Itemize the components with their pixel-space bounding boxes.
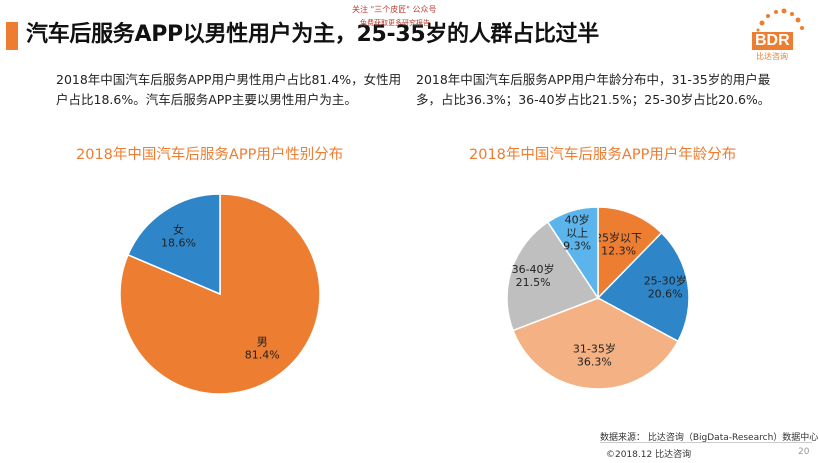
slice-value-0: 12.3% [601, 244, 636, 257]
slice-label-3-line-0: 36-40岁 [512, 262, 555, 276]
copyright: ©2018.12 比达咨询 [606, 450, 692, 460]
slice-value-3: 21.5% [516, 276, 551, 289]
slice-label-2-line-0: 31-35岁 [573, 341, 616, 355]
logo-dots-icon [756, 8, 804, 32]
watermark-line-2: 免费获取更多研究报告 [360, 19, 430, 27]
slice-label-1-line-0: 女 [173, 222, 184, 236]
page-title: 汽车后服务APP以男性用户为主，25-35岁的人群占比过半 [26, 22, 599, 47]
pie-slice-4 [546, 206, 599, 301]
slice-label-0-line-0: 25岁以下 [595, 230, 642, 244]
slice-value-4: 9.3% [563, 239, 591, 252]
data-source: 数据来源： 比达咨询（BigData-Research）数据中心 [600, 433, 819, 443]
slice-value-2: 36.3% [577, 355, 612, 368]
pie-slice-1 [596, 231, 690, 343]
logo-text: BDR [752, 32, 793, 50]
page-number: 20 [798, 447, 810, 457]
age-chart-title: 2018年中国汽车后服务APP用户年龄分布 [469, 147, 737, 163]
gender-pie-chart: 男81.4% 女18.6% [119, 193, 321, 395]
pie-slice-0 [597, 206, 663, 300]
slice-value-1: 20.6% [648, 288, 683, 301]
bdr-logo: BDR 比达咨询 [746, 6, 810, 62]
slice-label-1-line-0: 25-30岁 [644, 274, 687, 288]
pie-slice-3 [506, 221, 600, 332]
footer-divider [600, 442, 812, 443]
slice-label-0-line-0: 男 [257, 336, 268, 349]
watermark-line-1: 关注 "三个皮匠" 公众号 [352, 5, 437, 14]
logo-subtitle: 比达咨询 [756, 52, 788, 61]
pie-slice-2 [512, 297, 680, 390]
title-accent-bar [6, 22, 18, 50]
slice-value-0: 81.4% [245, 349, 280, 362]
gender-chart-title: 2018年中国汽车后服务APP用户性别分布 [76, 147, 344, 163]
pie-slice-1 [126, 193, 221, 296]
slice-label-4-line-1: 以上 [566, 226, 588, 239]
description-age: 2018年中国汽车后服务APP用户年龄分布中，31-35岁的用户最多，占比36.… [416, 72, 771, 107]
description-gender: 2018年中国汽车后服务APP用户男性用户占比81.4%，女性用户占比18.6%… [56, 72, 402, 107]
slice-label-4-line-0: 40岁 [565, 212, 590, 226]
slice-value-1: 18.6% [161, 236, 196, 249]
